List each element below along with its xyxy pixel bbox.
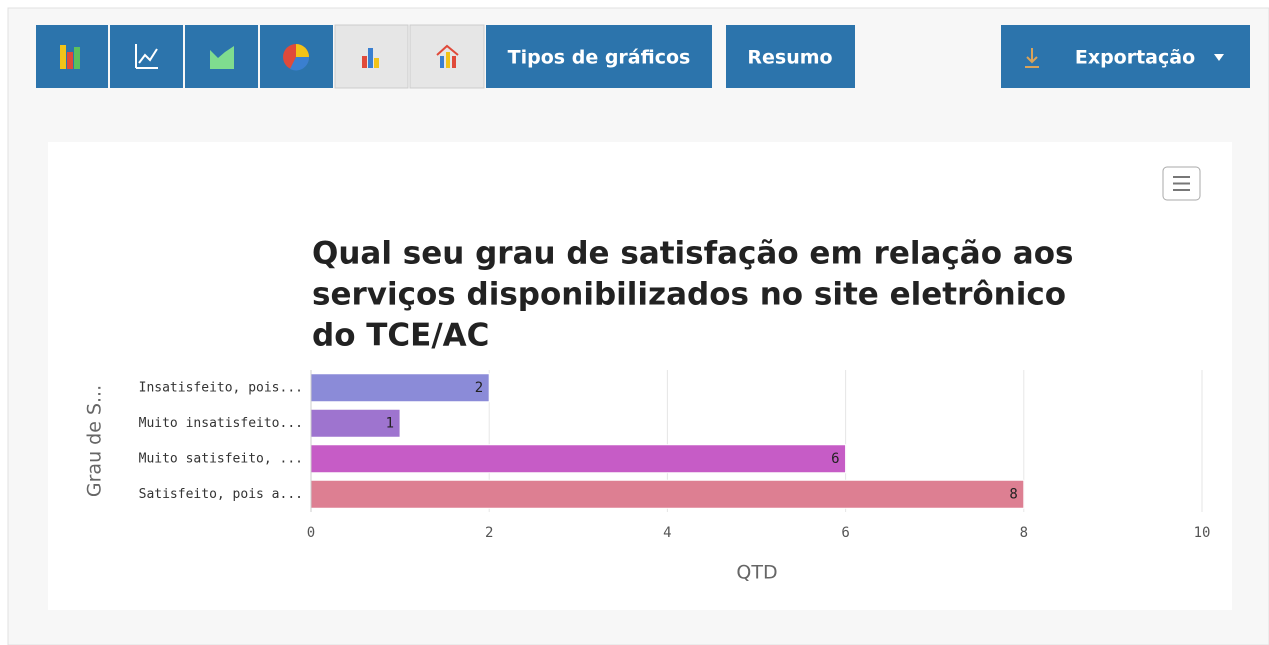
icon	[440, 56, 444, 68]
icon	[374, 58, 379, 68]
icon	[210, 46, 234, 69]
data-label: 2	[475, 380, 483, 396]
menu-icon	[1173, 176, 1190, 191]
bar	[310, 408, 401, 438]
export-button[interactable]	[1001, 25, 1250, 88]
caret-icon	[1214, 54, 1224, 61]
data-label: 8	[1009, 486, 1017, 502]
chart-container	[48, 142, 1232, 610]
chart-types-button[interactable]	[486, 25, 712, 88]
icon	[436, 44, 459, 56]
chart-title: Qual seu grau de satisfação em relação a…	[312, 236, 1073, 272]
x-tick-label: 10	[1194, 525, 1211, 541]
chart-title: do TCE/AC	[312, 318, 489, 354]
y-tick-label: Insatisfeito, pois...	[139, 380, 303, 395]
button-label: Resumo	[747, 47, 832, 69]
button-label: Exportação	[1075, 47, 1195, 69]
icon	[67, 52, 73, 69]
y-axis-title: Grau de S...	[84, 385, 106, 497]
summary-button[interactable]	[726, 25, 855, 88]
icon	[60, 45, 66, 69]
data-label: 6	[831, 451, 839, 467]
x-axis-title: QTD	[736, 562, 777, 584]
x-tick-label: 4	[663, 525, 671, 541]
x-tick-label: 6	[841, 525, 849, 541]
x-tick-label: 8	[1020, 525, 1028, 541]
x-tick-label: 2	[485, 525, 493, 541]
y-tick-label: Muito satisfeito, ...	[139, 451, 303, 466]
icon	[362, 56, 367, 68]
chart-type-buttons	[36, 24, 485, 89]
icon	[296, 44, 309, 57]
bar	[310, 479, 1025, 509]
icon	[452, 56, 456, 68]
chart-title: serviços disponibilizados no site eletrô…	[312, 277, 1066, 313]
y-tick-label: Satisfeito, pois a...	[139, 487, 303, 502]
icon	[446, 52, 450, 68]
bar	[310, 373, 490, 403]
y-tick-label: Muito insatisfeito...	[139, 416, 303, 431]
icon	[368, 48, 373, 68]
x-tick-label: 0	[307, 525, 315, 541]
data-label: 1	[386, 415, 394, 431]
bar	[310, 444, 847, 474]
download-icon	[1025, 48, 1039, 68]
button-label: Tipos de gráficos	[508, 47, 691, 69]
icon	[290, 57, 310, 71]
icon	[138, 48, 158, 64]
icon	[74, 47, 80, 69]
